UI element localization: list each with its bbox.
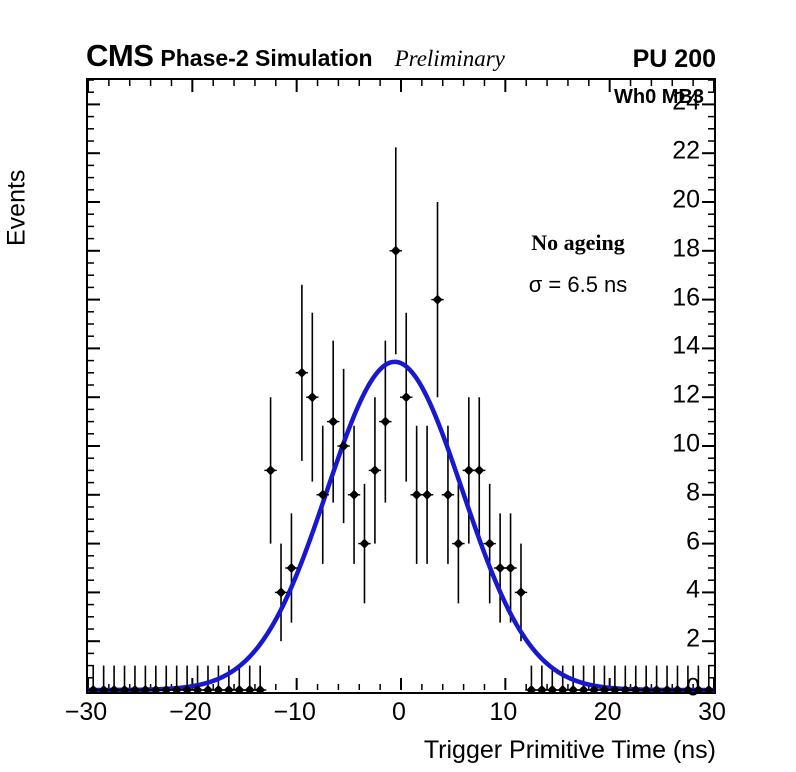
y-tick-10: 10 (672, 429, 700, 458)
ageing-scenario-label: No ageing (531, 230, 625, 255)
x-tick-20: 20 (593, 698, 622, 726)
axis-ticks (88, 80, 714, 691)
data-markers (88, 245, 714, 692)
x-axis-title: Trigger Primitive Time (ns) (423, 736, 716, 764)
plot-frame: Wh0 MB3 No ageing σ = 6.5 ns (86, 78, 716, 694)
y-axis-title: Events (2, 169, 31, 247)
cms-header-left: CMS Phase-2 Simulation Preliminary (86, 38, 505, 74)
pileup-label: PU 200 (632, 45, 716, 73)
cms-subtitle: Phase-2 Simulation (160, 45, 373, 71)
chart-graphics (88, 80, 714, 692)
y-tick-22: 22 (672, 136, 700, 165)
y-tick-2: 2 (686, 624, 700, 653)
y-tick-6: 6 (686, 527, 700, 556)
cms-status-preliminary: Preliminary (394, 46, 505, 71)
y-tick-12: 12 (672, 380, 700, 409)
y-tick-8: 8 (686, 478, 700, 507)
y-tick-20: 20 (672, 185, 700, 214)
cms-header: CMS Phase-2 Simulation Preliminary PU 200 (86, 38, 716, 74)
x-tick-10: 10 (489, 698, 518, 726)
error-bars (92, 147, 710, 690)
x-tick-30: 30 (698, 698, 726, 726)
y-tick-14: 14 (672, 331, 700, 360)
gaussian-fit-curve (88, 359, 714, 692)
x-tick--30: −30 (64, 698, 108, 726)
x-tick--10: −10 (273, 698, 316, 726)
y-tick-24: 24 (672, 87, 700, 116)
region-label: Wh0 MB3 (614, 86, 704, 108)
cms-logo: CMS (86, 38, 154, 73)
x-tick-0: 0 (392, 698, 406, 726)
y-tick-18: 18 (672, 234, 700, 263)
y-tick-4: 4 (686, 575, 700, 604)
sigma-value-label: σ = 6.5 ns (528, 272, 628, 297)
x-tick--20: −20 (169, 698, 212, 726)
fit-annotation: No ageing σ = 6.5 ns (463, 230, 693, 298)
y-tick-0: 0 (686, 673, 700, 702)
y-tick-16: 16 (672, 283, 700, 312)
